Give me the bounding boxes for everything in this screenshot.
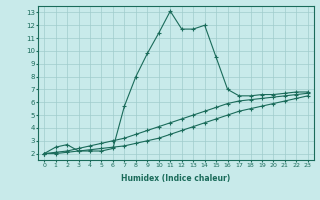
X-axis label: Humidex (Indice chaleur): Humidex (Indice chaleur) (121, 174, 231, 183)
